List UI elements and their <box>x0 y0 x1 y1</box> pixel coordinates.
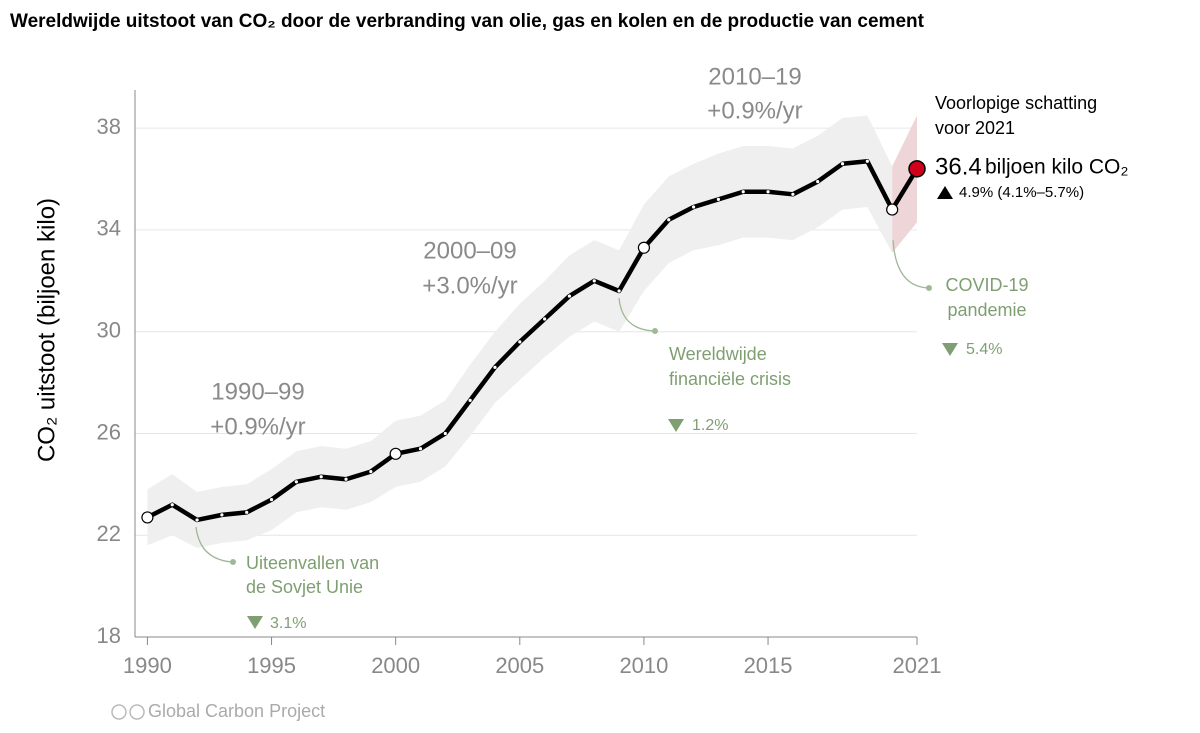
period-rate: +3.0%/yr <box>422 272 517 299</box>
event-label: de Sovjet Unie <box>246 577 363 597</box>
source: Global Carbon Project <box>148 701 325 721</box>
x-tick-label: 2015 <box>744 653 793 678</box>
point <box>840 162 845 166</box>
y-tick-label: 30 <box>97 318 121 343</box>
point <box>141 511 154 524</box>
period-rate: +0.9%/yr <box>210 413 305 440</box>
point <box>667 218 671 222</box>
y-tick-label: 38 <box>97 114 121 139</box>
point <box>716 197 720 201</box>
x-tick-label: 2000 <box>371 653 420 678</box>
point <box>691 205 696 209</box>
period-label: 1990–99 <box>211 378 304 405</box>
leader-dot <box>230 559 236 565</box>
period-rate: +0.9%/yr <box>707 97 802 124</box>
up-triangle <box>937 186 953 199</box>
point <box>245 510 249 514</box>
event-label: financiële crisis <box>669 369 791 389</box>
x-tick-label: 1995 <box>247 653 296 678</box>
y-tick-label: 26 <box>97 419 121 444</box>
point <box>741 190 745 194</box>
point <box>170 503 174 507</box>
point <box>886 203 899 216</box>
point <box>543 317 547 321</box>
down-triangle <box>942 343 958 356</box>
event-label: COVID-19 <box>945 275 1028 295</box>
point <box>344 477 348 481</box>
point <box>269 498 274 502</box>
point <box>389 447 402 460</box>
down-triangle <box>668 419 684 432</box>
leader-dot <box>652 328 658 334</box>
y-tick-label: 34 <box>97 216 121 241</box>
point <box>195 518 199 522</box>
chart-title: Wereldwijde uitstoot van CO₂ door de ver… <box>10 11 925 32</box>
x-tick-label: 1990 <box>123 653 172 678</box>
period-label: 2000–09 <box>423 237 516 264</box>
y-tick-label: 22 <box>97 521 121 546</box>
point <box>592 279 596 283</box>
point <box>369 470 373 474</box>
point <box>294 480 298 484</box>
period-label: 2010–19 <box>708 63 801 90</box>
point <box>493 365 497 369</box>
estimate-value: 36.4 <box>935 153 982 180</box>
point <box>319 475 323 479</box>
event-label: pandemie <box>947 300 1026 320</box>
y-axis-label: CO₂ uitstoot (biljoen kilo) <box>33 198 60 462</box>
estimate-change: 4.9% (4.1%–5.7%) <box>959 184 1084 201</box>
point <box>518 340 522 344</box>
event-label: Wereldwijde <box>669 344 767 364</box>
annotations: 1990–99 +0.9%/yr 2000–09 +3.0%/yr 2010–1… <box>111 63 1129 721</box>
point <box>617 289 621 293</box>
point <box>418 447 423 451</box>
x-tick-label: 2010 <box>619 653 668 678</box>
leader-line <box>618 297 656 332</box>
point <box>220 513 224 517</box>
leader-line <box>195 526 234 563</box>
point <box>865 159 869 163</box>
point <box>567 294 572 298</box>
estimate-note: Voorlopige schatting <box>935 93 1097 113</box>
event-label: Uiteenvallen van <box>246 553 379 573</box>
event-change: 3.1% <box>270 615 306 632</box>
y-tick-label: 18 <box>97 623 121 648</box>
x-tick-label: 2021 <box>893 653 942 678</box>
estimate-unit: biljoen kilo CO₂ <box>985 156 1129 179</box>
uncertainty-band <box>892 115 917 253</box>
point <box>443 431 447 436</box>
cc-icon <box>111 704 127 720</box>
event-change: 5.4% <box>966 341 1002 358</box>
down-triangle <box>247 616 263 629</box>
x-tick-label: 2005 <box>495 653 544 678</box>
event-change: 1.2% <box>692 417 728 434</box>
leader-line <box>892 239 930 289</box>
by-icon <box>129 704 145 720</box>
point <box>816 179 820 184</box>
uncertainty-band <box>147 115 893 548</box>
estimate-point <box>908 160 926 178</box>
estimate-note: voor 2021 <box>935 118 1015 138</box>
point <box>766 190 770 194</box>
line <box>146 158 919 523</box>
point <box>791 192 795 196</box>
point <box>637 241 651 254</box>
leader-dot <box>926 285 932 291</box>
point <box>468 398 472 402</box>
